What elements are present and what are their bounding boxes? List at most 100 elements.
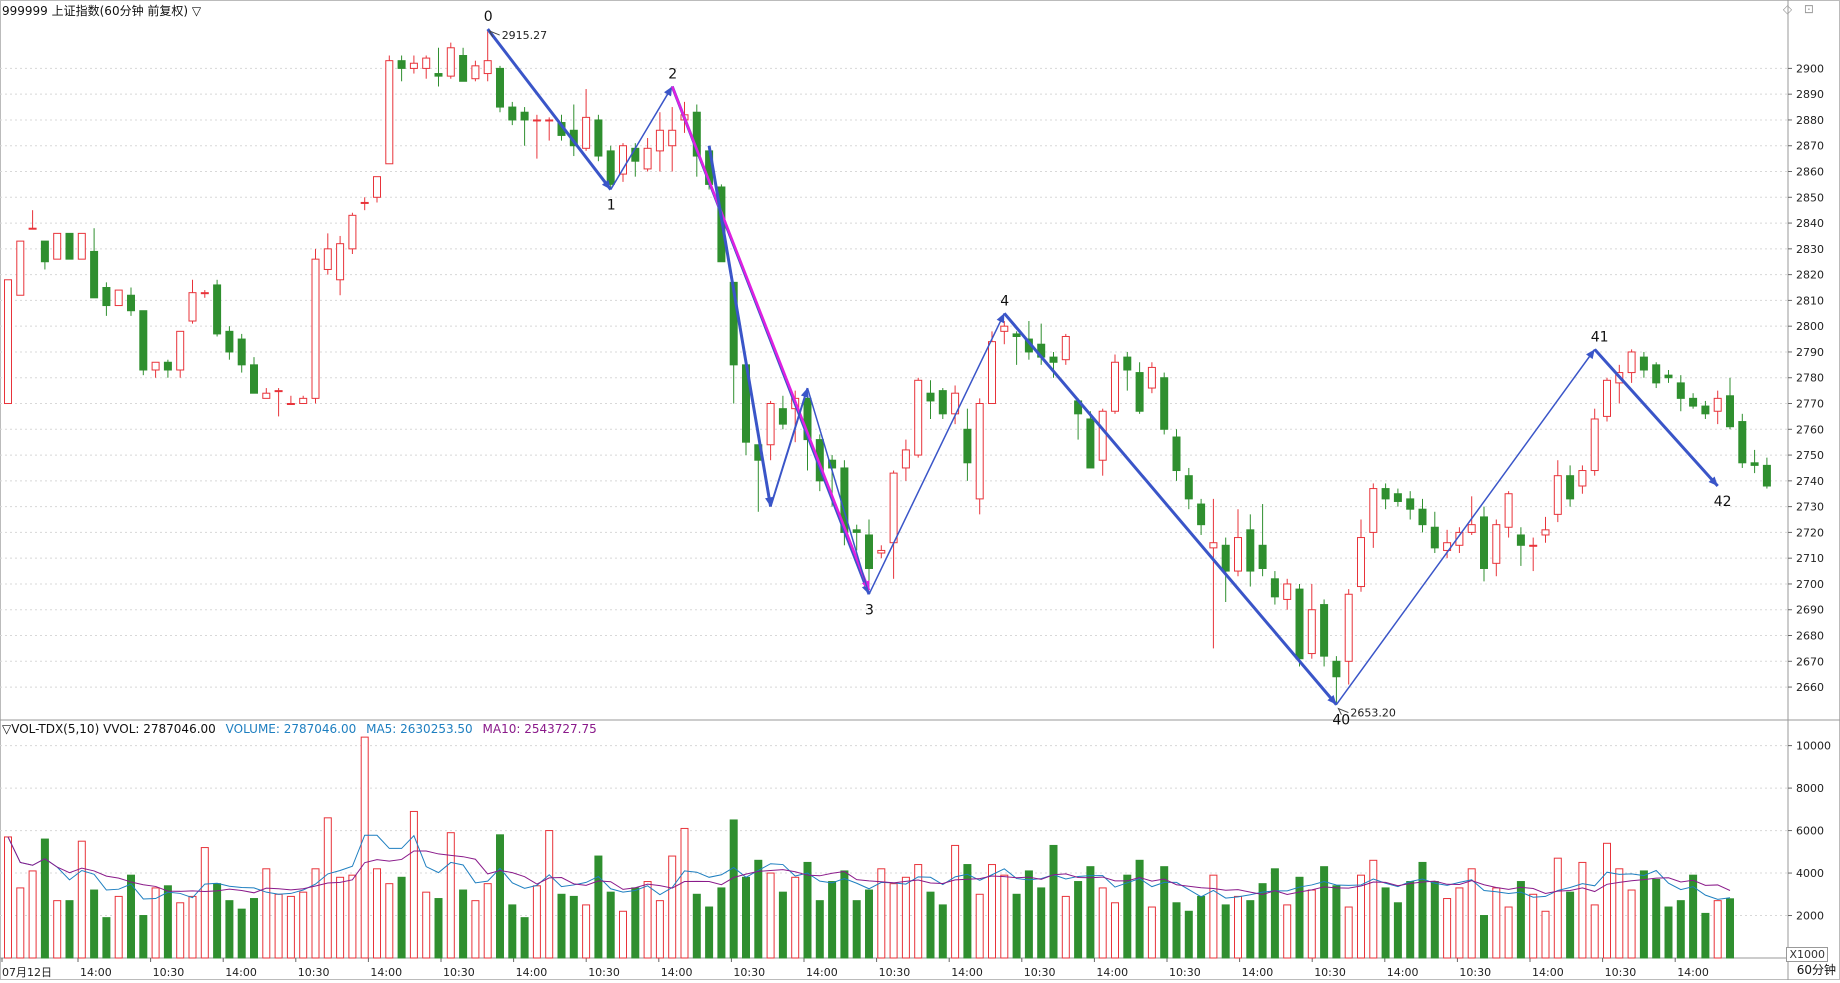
volume-bar[interactable] bbox=[778, 891, 787, 959]
candle-body[interactable] bbox=[1541, 529, 1550, 536]
volume-bar[interactable] bbox=[53, 900, 62, 959]
candle-body[interactable] bbox=[446, 47, 455, 77]
volume-bar[interactable] bbox=[705, 906, 714, 959]
volume-bar[interactable] bbox=[1320, 866, 1329, 959]
volume-bar[interactable] bbox=[1713, 900, 1722, 959]
volume-bar[interactable] bbox=[582, 904, 591, 959]
candle-body[interactable] bbox=[1750, 462, 1759, 466]
candle-body[interactable] bbox=[65, 232, 74, 260]
candle-body[interactable] bbox=[1098, 410, 1107, 461]
volume-bar[interactable] bbox=[1344, 906, 1353, 959]
candle-body[interactable] bbox=[1270, 578, 1279, 598]
candle-body[interactable] bbox=[1516, 534, 1525, 546]
candle-body[interactable] bbox=[520, 111, 529, 121]
candle-body[interactable] bbox=[1553, 475, 1562, 515]
volume-bar[interactable] bbox=[360, 736, 369, 959]
volume-bar[interactable] bbox=[532, 885, 541, 959]
volume-bar[interactable] bbox=[434, 898, 443, 959]
candle-body[interactable] bbox=[1234, 537, 1242, 572]
volume-bar[interactable] bbox=[16, 887, 25, 959]
volume-bar[interactable] bbox=[213, 883, 222, 959]
candle-body[interactable] bbox=[1726, 395, 1734, 428]
candle-body[interactable] bbox=[1393, 493, 1402, 502]
candle-body[interactable] bbox=[77, 232, 86, 260]
volume-bar[interactable] bbox=[815, 900, 824, 959]
candle-body[interactable] bbox=[1246, 529, 1255, 572]
volume-bar[interactable] bbox=[865, 889, 873, 959]
volume-bar[interactable] bbox=[422, 891, 431, 959]
volume-bar[interactable] bbox=[631, 887, 640, 959]
candle-body[interactable] bbox=[1295, 588, 1304, 660]
candle-body[interactable] bbox=[1664, 374, 1673, 379]
candle-body[interactable] bbox=[508, 106, 517, 121]
candle-body[interactable] bbox=[1504, 493, 1513, 528]
candle-body[interactable] bbox=[988, 341, 996, 405]
candle-body[interactable] bbox=[938, 390, 947, 415]
volume-bar[interactable] bbox=[496, 834, 504, 959]
candle-body[interactable] bbox=[1639, 356, 1648, 371]
candle-body[interactable] bbox=[975, 403, 984, 500]
volume-bar[interactable] bbox=[988, 864, 996, 959]
volume-bar[interactable] bbox=[606, 891, 615, 959]
candle-body[interactable] bbox=[1000, 325, 1009, 332]
volume-bar[interactable] bbox=[1234, 895, 1242, 959]
volume-bar[interactable] bbox=[1566, 891, 1575, 959]
volume-bar[interactable] bbox=[1701, 912, 1710, 959]
volume-bar[interactable] bbox=[1529, 893, 1538, 959]
candle-body[interactable] bbox=[1221, 544, 1230, 572]
candle-body[interactable] bbox=[360, 201, 369, 204]
candle-body[interactable] bbox=[127, 294, 135, 312]
candle-body[interactable] bbox=[1430, 526, 1439, 549]
volume-bar[interactable] bbox=[840, 870, 849, 959]
candle-body[interactable] bbox=[348, 214, 357, 250]
candle-body[interactable] bbox=[1344, 593, 1353, 662]
candle-body[interactable] bbox=[1086, 418, 1095, 469]
volume-bar[interactable] bbox=[1111, 902, 1119, 959]
candle-body[interactable] bbox=[1197, 503, 1206, 526]
volume-bar[interactable] bbox=[1726, 898, 1734, 959]
volume-indicator-label[interactable]: ▽VOL-TDX(5,10) VVOL: 2787046.00 bbox=[2, 722, 216, 736]
candle-body[interactable] bbox=[1135, 372, 1144, 412]
volume-bar[interactable] bbox=[237, 908, 246, 959]
volume-bar[interactable] bbox=[1270, 868, 1279, 959]
volume-bar[interactable] bbox=[508, 904, 517, 959]
volume-bar[interactable] bbox=[791, 876, 800, 959]
candle-body[interactable] bbox=[459, 55, 468, 82]
candle-body[interactable] bbox=[889, 472, 898, 544]
volume-bar[interactable] bbox=[754, 859, 763, 959]
volume-bar[interactable] bbox=[1369, 859, 1378, 959]
volume-bar[interactable] bbox=[1307, 889, 1316, 959]
candle-body[interactable] bbox=[901, 449, 910, 469]
volume-bar[interactable] bbox=[483, 883, 492, 959]
volume-bar[interactable] bbox=[889, 883, 898, 959]
volume-bar[interactable] bbox=[1209, 874, 1218, 959]
candle-body[interactable] bbox=[1689, 397, 1698, 407]
candle-body[interactable] bbox=[1369, 488, 1378, 533]
candle-body[interactable] bbox=[963, 428, 972, 464]
candle-body[interactable] bbox=[1467, 524, 1476, 533]
volume-bar[interactable] bbox=[1283, 904, 1292, 959]
volume-bar[interactable] bbox=[311, 868, 320, 959]
candle-body[interactable] bbox=[1258, 544, 1267, 569]
volume-bar[interactable] bbox=[1664, 906, 1673, 959]
candle-body[interactable] bbox=[237, 338, 246, 366]
volume-bar[interactable] bbox=[1590, 904, 1599, 959]
volume-bar[interactable] bbox=[1197, 895, 1206, 959]
candle-body[interactable] bbox=[926, 392, 935, 402]
candle-body[interactable] bbox=[1357, 537, 1365, 588]
volume-bar[interactable] bbox=[336, 876, 345, 959]
volume-bar[interactable] bbox=[1553, 857, 1562, 959]
volume-bar[interactable] bbox=[1492, 887, 1501, 959]
volume-bar[interactable] bbox=[655, 900, 664, 959]
candle-body[interactable] bbox=[1762, 464, 1771, 487]
volume-bar[interactable] bbox=[520, 917, 529, 959]
candle-body[interactable] bbox=[1738, 421, 1747, 464]
volume-bar[interactable] bbox=[1024, 870, 1033, 959]
volume-bar[interactable] bbox=[323, 817, 332, 959]
volume-bar[interactable] bbox=[1467, 868, 1476, 959]
volume-bar[interactable] bbox=[1147, 906, 1156, 959]
candle-body[interactable] bbox=[1578, 470, 1587, 487]
volume-bar[interactable] bbox=[680, 827, 689, 959]
period-selector[interactable]: 60分钟 bbox=[1796, 963, 1836, 977]
volume-bar[interactable] bbox=[1184, 910, 1193, 959]
